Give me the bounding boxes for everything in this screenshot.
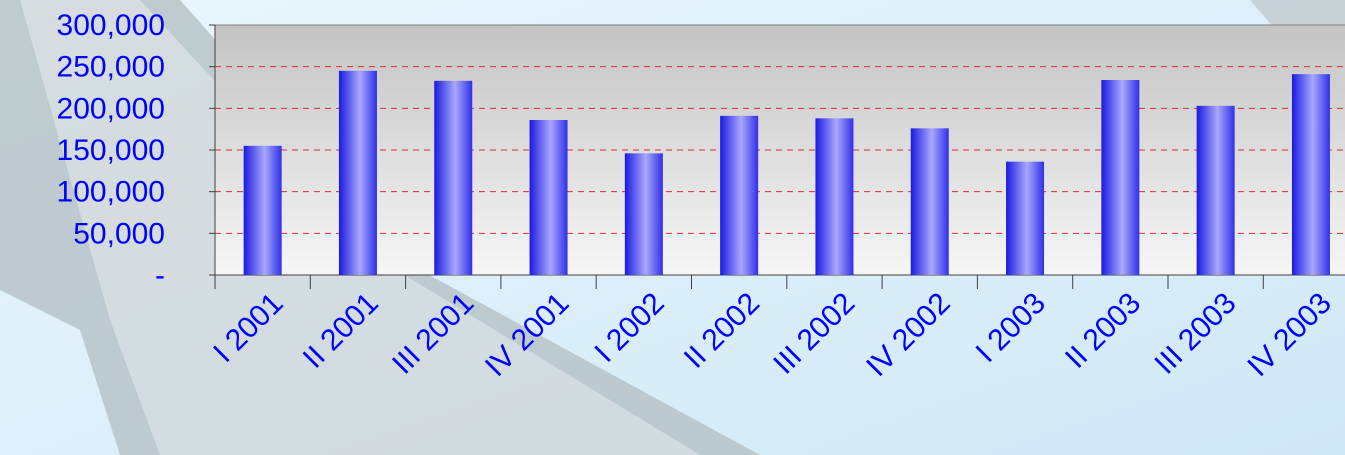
bar — [1197, 106, 1235, 275]
y-tick-label: 200,000 — [57, 92, 165, 125]
y-tick-label: 300,000 — [57, 9, 165, 42]
bar — [625, 153, 663, 275]
bar — [1292, 74, 1330, 275]
bar — [815, 118, 853, 275]
bar — [530, 120, 568, 275]
bar — [1101, 80, 1139, 275]
plot — [209, 25, 1345, 289]
y-tick-label: 100,000 — [57, 176, 165, 209]
bar — [720, 116, 758, 275]
bar — [434, 81, 472, 275]
chart: - 50,000 100,000 150,000 200,000 250,000 300,0… — [0, 0, 1345, 455]
bar — [339, 71, 377, 275]
y-tick-label: 250,000 — [57, 51, 165, 84]
y-tick-label: 50,000 — [73, 217, 165, 250]
bar — [911, 128, 949, 275]
bar — [244, 146, 282, 275]
bar — [1006, 162, 1044, 275]
y-tick-label: 150,000 — [57, 134, 165, 167]
y-tick-label: - — [155, 259, 165, 292]
